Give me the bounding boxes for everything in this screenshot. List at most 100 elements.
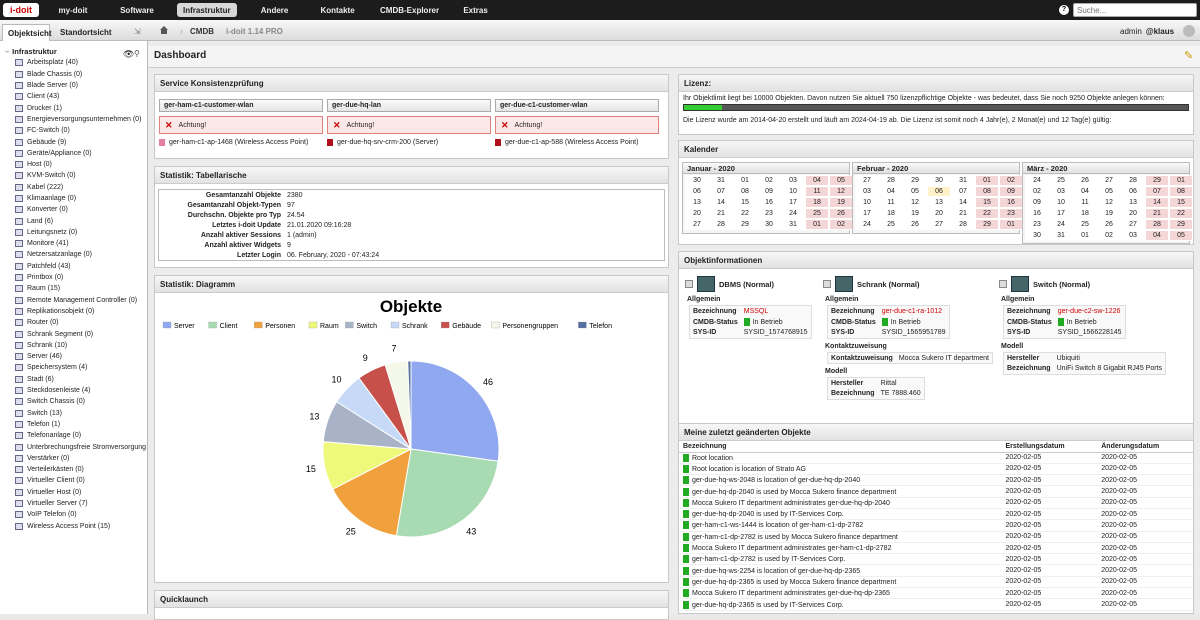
calendar-day[interactable]: 16 xyxy=(757,197,781,208)
calendar-day[interactable]: 11 xyxy=(879,197,903,208)
tree-item[interactable]: Gebäude (9) xyxy=(0,136,147,147)
tree-item[interactable]: Server (46) xyxy=(0,351,147,362)
nav-cmdb-explorer[interactable]: CMDB-Explorer xyxy=(380,5,440,15)
recent-row[interactable]: ger-due-hq-ws-2048 is location of ger-du… xyxy=(679,474,1193,487)
recent-row[interactable]: ger-due-hq-ws-2254 is location of ger-du… xyxy=(679,564,1193,577)
calendar-day[interactable]: 21 xyxy=(709,208,733,219)
calendar-day[interactable]: 31 xyxy=(1049,230,1073,241)
calendar-day[interactable]: 31 xyxy=(781,219,805,230)
tree-item[interactable]: Arbeitsplatz (40) xyxy=(0,57,147,68)
calendar-day[interactable]: 02 xyxy=(829,219,853,230)
calendar-day[interactable]: 27 xyxy=(855,175,879,186)
calendar-day[interactable]: 07 xyxy=(709,186,733,197)
calendar-day[interactable]: 18 xyxy=(879,208,903,219)
tree-item[interactable]: Client (43) xyxy=(0,91,147,102)
calendar-day[interactable]: 10 xyxy=(781,186,805,197)
device-row[interactable]: ger-due-c1-ap-588 (Wireless Access Point… xyxy=(495,139,659,146)
tree-item[interactable]: Switch Chassis (0) xyxy=(0,396,147,407)
calendar-day[interactable]: 28 xyxy=(709,219,733,230)
calendar-day[interactable]: 17 xyxy=(781,197,805,208)
tree-item[interactable]: Switch (13) xyxy=(0,408,147,419)
nav-my-doit[interactable]: my-doit xyxy=(58,5,88,15)
tree-item[interactable]: Netzersatzanlage (0) xyxy=(0,249,147,260)
calendar-day[interactable]: 04 xyxy=(805,175,829,186)
tree-item[interactable]: Wireless Access Point (15) xyxy=(0,520,147,531)
tree-item[interactable]: Land (6) xyxy=(0,215,147,226)
calendar-day[interactable]: 23 xyxy=(1025,219,1049,230)
tree-item[interactable]: Host (0) xyxy=(0,159,147,170)
calendar-day[interactable]: 22 xyxy=(975,208,999,219)
calendar-day[interactable]: 03 xyxy=(1121,230,1145,241)
calendar-day[interactable]: 29 xyxy=(975,219,999,230)
calendar-day[interactable]: 23 xyxy=(757,208,781,219)
pie-slice-server[interactable] xyxy=(410,360,500,462)
tree-item[interactable]: Remote Management Controller (0) xyxy=(0,295,147,306)
calendar-day[interactable]: 07 xyxy=(951,186,975,197)
nav-kontakte[interactable]: Kontakte xyxy=(320,5,355,15)
pie-slice-client[interactable] xyxy=(395,448,499,538)
calendar-day[interactable]: 29 xyxy=(1169,219,1193,230)
calendar-day[interactable]: 22 xyxy=(733,208,757,219)
calendar-day[interactable]: 01 xyxy=(1073,230,1097,241)
calendar-day[interactable]: 09 xyxy=(757,186,781,197)
logout-icon[interactable] xyxy=(1183,25,1195,37)
calendar-day[interactable]: 30 xyxy=(685,175,709,186)
tree-item[interactable]: Virtueller Client (0) xyxy=(0,475,147,486)
calendar-day[interactable]: 10 xyxy=(855,197,879,208)
calendar-day[interactable]: 08 xyxy=(733,186,757,197)
recent-row[interactable]: Mocca Sukero IT department administrates… xyxy=(679,497,1193,509)
tree-item[interactable]: Patchfeld (43) xyxy=(0,261,147,272)
calendar-day[interactable]: 24 xyxy=(781,208,805,219)
calendar-day[interactable]: 04 xyxy=(1073,186,1097,197)
calendar-day[interactable]: 08 xyxy=(975,186,999,197)
recent-row[interactable]: ger-due-hq-dp-2040 is used by Mocca Suke… xyxy=(679,485,1193,498)
tree-item[interactable]: Drucker (1) xyxy=(0,102,147,113)
tree-item[interactable]: Raum (15) xyxy=(0,283,147,294)
calendar-day[interactable]: 26 xyxy=(1073,175,1097,186)
calendar-day[interactable]: 22 xyxy=(1169,208,1193,219)
tree-item[interactable]: Konverter (0) xyxy=(0,204,147,215)
tree-item[interactable]: Schrank (10) xyxy=(0,340,147,351)
column-header[interactable]: Bezeichnung xyxy=(679,441,1002,453)
calendar-day[interactable]: 24 xyxy=(855,219,879,230)
recent-row[interactable]: ger-due-hq-dp-2365 is used by IT-Service… xyxy=(679,598,1193,611)
calendar-day[interactable]: 19 xyxy=(1097,208,1121,219)
calendar-day[interactable]: 17 xyxy=(1049,208,1073,219)
calendar-day[interactable]: 01 xyxy=(1169,175,1193,186)
tree-item[interactable]: VoIP Telefon (0) xyxy=(0,509,147,520)
recent-row[interactable]: ger-ham-c1-ws-1444 is location of ger-ha… xyxy=(679,519,1193,532)
recent-row[interactable]: ger-due-hq-dp-2040 is used by IT-Service… xyxy=(679,508,1193,521)
calendar-day[interactable]: 03 xyxy=(1049,186,1073,197)
calendar-day[interactable]: 09 xyxy=(1025,197,1049,208)
calendar-day[interactable]: 23 xyxy=(999,208,1023,219)
tree-item[interactable]: Printbox (0) xyxy=(0,272,147,283)
calendar-day[interactable]: 26 xyxy=(903,219,927,230)
tree-item[interactable]: Leitungsnetz (0) xyxy=(0,227,147,238)
pie-slice-personen[interactable] xyxy=(332,448,412,537)
calendar-day[interactable]: 29 xyxy=(1145,175,1169,186)
tree-item[interactable]: Monitore (41) xyxy=(0,238,147,249)
calendar-day[interactable]: 31 xyxy=(709,175,733,186)
calendar-day[interactable]: 25 xyxy=(879,219,903,230)
tree-item[interactable]: Virtueller Host (0) xyxy=(0,487,147,498)
tree-item[interactable]: Telefon (1) xyxy=(0,419,147,430)
calendar-day[interactable]: 01 xyxy=(733,175,757,186)
calendar-day[interactable]: 01 xyxy=(999,219,1023,230)
calendar-day[interactable]: 12 xyxy=(1097,197,1121,208)
idoit-logo[interactable]: i-doit xyxy=(3,3,39,17)
tree-item[interactable]: Geräte/Appliance (0) xyxy=(0,148,147,159)
calendar-day[interactable]: 31 xyxy=(951,175,975,186)
calendar-day[interactable]: 30 xyxy=(1025,230,1049,241)
tree-item[interactable]: Virtueller Server (7) xyxy=(0,498,147,509)
recent-row[interactable]: ger-ham-c1-dp-2782 is used by Mocca Suke… xyxy=(679,531,1193,543)
calendar-day[interactable]: 25 xyxy=(1073,219,1097,230)
calendar-day[interactable]: 15 xyxy=(1169,197,1193,208)
tree-item[interactable]: Blade Chassis (0) xyxy=(0,69,147,80)
calendar-day[interactable]: 02 xyxy=(757,175,781,186)
service-name[interactable]: ger-due-c1-customer-wlan xyxy=(495,99,659,112)
checkbox[interactable] xyxy=(823,280,831,288)
service-name[interactable]: ger-ham-c1-customer-wlan xyxy=(159,99,323,112)
calendar-day[interactable]: 15 xyxy=(975,197,999,208)
calendar-day[interactable]: 29 xyxy=(903,175,927,186)
tree-item[interactable]: Blade Server (0) xyxy=(0,80,147,91)
